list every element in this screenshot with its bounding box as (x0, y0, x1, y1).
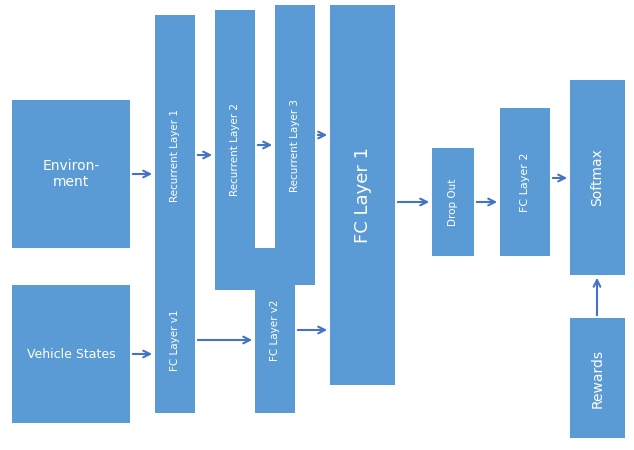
Text: FC Layer v1: FC Layer v1 (170, 310, 180, 371)
Text: Drop Out: Drop Out (448, 178, 458, 226)
FancyBboxPatch shape (255, 248, 295, 413)
FancyBboxPatch shape (12, 100, 130, 248)
Text: Recurrent Layer 3: Recurrent Layer 3 (290, 99, 300, 192)
FancyBboxPatch shape (432, 148, 474, 256)
Text: Recurrent Layer 2: Recurrent Layer 2 (230, 104, 240, 197)
Text: Recurrent Layer 1: Recurrent Layer 1 (170, 108, 180, 202)
FancyBboxPatch shape (155, 15, 195, 295)
FancyBboxPatch shape (155, 268, 195, 413)
FancyBboxPatch shape (570, 80, 625, 275)
Text: FC Layer 1: FC Layer 1 (354, 147, 372, 243)
FancyBboxPatch shape (215, 10, 255, 290)
FancyBboxPatch shape (570, 318, 625, 438)
Text: Environ-
ment: Environ- ment (42, 159, 100, 189)
FancyBboxPatch shape (330, 5, 395, 385)
FancyBboxPatch shape (275, 5, 315, 285)
Text: Vehicle States: Vehicle States (27, 347, 115, 360)
FancyBboxPatch shape (12, 285, 130, 423)
Text: FC Layer 2: FC Layer 2 (520, 152, 530, 212)
Text: Rewards: Rewards (590, 348, 604, 408)
Text: FC Layer v2: FC Layer v2 (270, 300, 280, 361)
Text: Softmax: Softmax (590, 148, 604, 207)
FancyBboxPatch shape (500, 108, 550, 256)
